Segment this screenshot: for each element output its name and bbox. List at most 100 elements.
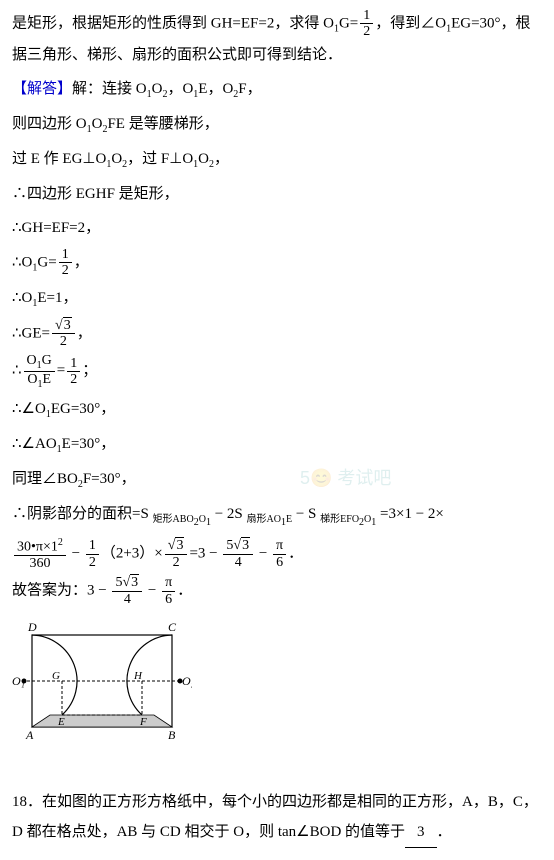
text: − S [296, 506, 317, 522]
numerator: 1 [67, 356, 80, 372]
text: ∴阴影部分的面积=S [12, 506, 149, 522]
numerator: 3 [165, 538, 188, 554]
text: ，得到∠O [375, 15, 446, 31]
paragraph-6: ∴GH=EF=2， [12, 213, 542, 243]
text: ， [214, 151, 229, 167]
text: ，过 F⊥O [127, 151, 193, 167]
paragraph-13: 同理∠BO2F=30°， [12, 464, 542, 495]
text: − [144, 583, 160, 599]
text: G= [37, 254, 56, 270]
text: 同理∠BO [12, 471, 78, 487]
fraction-half: 12 [59, 247, 72, 279]
label-o1: O₁ [12, 674, 25, 688]
shaded-region [32, 715, 172, 727]
paragraph-14: ∴阴影部分的面积=S 矩形ABO2O1 − 2S 扇形AO1E − S 梯形EF… [12, 499, 542, 533]
text: 扇形A [247, 514, 274, 525]
paragraph-1: 是矩形，根据矩形的性质得到 GH=EF=2，求得 O1G=12，得到∠O1EG=… [12, 8, 542, 70]
text: ； [82, 363, 97, 379]
denominator: 2 [67, 372, 80, 387]
label-g: G [52, 670, 60, 682]
label-d: D [27, 620, 37, 634]
paragraph-12: ∴∠AO1E=30°， [12, 429, 542, 460]
sqrt-icon: 3 [168, 538, 185, 553]
label-h: H [133, 670, 143, 682]
text: （2+3）× [101, 546, 163, 562]
sub: 1 [281, 517, 286, 528]
text: 则四边形 O [12, 116, 87, 132]
text: E=30°， [62, 436, 116, 452]
text: 5 [115, 575, 122, 590]
fraction-o1g-o1e: O1GO1E [24, 353, 55, 390]
diagram-svg: D C O₁ O₂ G H E F A B [12, 617, 192, 747]
spacer [12, 757, 542, 787]
sqrt-icon: 3 [122, 575, 139, 590]
paragraph-3: 则四边形 O1O2FE 是等腰梯形， [12, 109, 542, 140]
numerator: π [162, 575, 175, 591]
sqrt-icon: 3 [55, 318, 72, 333]
text: 过 E 作 EG⊥O [12, 151, 106, 167]
radicand: 3 [130, 574, 139, 590]
text: ． [437, 824, 452, 840]
text: ∴GE= [12, 325, 50, 341]
text: 梯形EF [320, 514, 352, 525]
text: 矩形AB [153, 514, 187, 525]
numerator: 53 [112, 575, 142, 591]
radicand: 3 [241, 537, 250, 553]
text: F=30°， [83, 471, 136, 487]
fraction-sqrt3-2: 32 [165, 538, 188, 570]
geometry-diagram: D C O₁ O₂ G H E F A B [12, 617, 542, 747]
denominator: 2 [360, 24, 373, 39]
text: 18．在如图的正方形方格纸中，每个小的四边形都是相同的正方形，A，B，C，D 都… [12, 794, 538, 840]
text: O [198, 151, 209, 167]
text: 30•π×1 [17, 540, 58, 555]
label-o2: O₂ [182, 674, 192, 688]
text: O [111, 151, 122, 167]
text: ∴O [12, 254, 32, 270]
text: G= [339, 15, 358, 31]
label-f: F [139, 716, 147, 728]
paragraph-8: ∴O1E=1， [12, 283, 542, 314]
text: FE 是等腰梯形， [107, 116, 218, 132]
sqrt-icon: 3 [233, 538, 250, 553]
text: ∴GH=EF=2， [12, 220, 100, 236]
text: 5 [226, 538, 233, 553]
denominator: O1E [24, 372, 55, 390]
fraction-half: 12 [67, 356, 80, 388]
subscript-rect: 矩形ABO2O1 [153, 514, 211, 525]
text: ∴四边形 EGHF 是矩形， [12, 186, 179, 202]
text: ． [288, 546, 303, 562]
paragraph-10: ∴O1GO1E=12； [12, 353, 542, 390]
text: O [27, 372, 37, 387]
text: =3×1 − 2× [380, 506, 444, 522]
text: O [27, 353, 37, 368]
text: 是矩形，根据矩形的性质得到 GH=EF=2，求得 O [12, 15, 334, 31]
paragraph-9: ∴GE=32， [12, 318, 542, 350]
denominator: 2 [165, 555, 188, 570]
text: ∴∠O [12, 401, 46, 417]
text: ∴O [12, 290, 32, 306]
text: ， [74, 254, 89, 270]
numerator: 1 [59, 247, 72, 263]
text: = [57, 363, 65, 379]
sub: 2 [359, 517, 364, 528]
text: =3 − [189, 546, 221, 562]
label-e: E [57, 716, 65, 728]
denominator: 2 [86, 555, 99, 570]
text: G [42, 353, 52, 368]
sub: 1 [371, 517, 376, 528]
denominator: 360 [14, 556, 66, 571]
text: ． [177, 583, 192, 599]
text: 解：连接 O [72, 81, 147, 97]
text: O [152, 81, 163, 97]
fraction-half: 12 [360, 8, 373, 40]
numerator: 3 [52, 318, 75, 334]
fraction-5sqrt3-4: 534 [112, 575, 142, 607]
radicand: 3 [63, 317, 72, 333]
solve-heading: 【解答】解：连接 O1O2，O1E，O2F， [12, 74, 542, 105]
paragraph-15: 30•π×12360 − 12（2+3）×32=3 − 534 − π6． [12, 537, 542, 571]
fraction-sqrt3-2: 32 [52, 318, 75, 350]
subscript-sector: 扇形AO1E [247, 514, 293, 525]
paragraph-16: 故答案为：3 − 534 − π6． [12, 575, 542, 607]
text: E，O [198, 81, 233, 97]
text: EG=30°， [51, 401, 115, 417]
